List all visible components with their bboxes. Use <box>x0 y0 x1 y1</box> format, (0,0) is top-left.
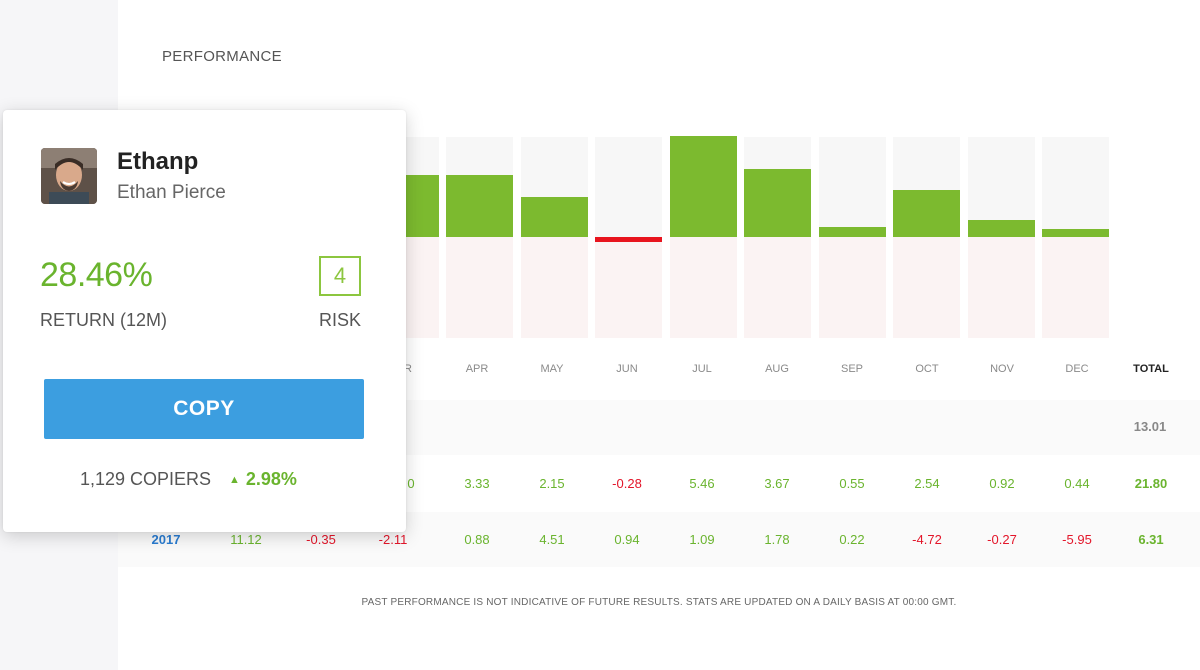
table-cell: 0 <box>407 476 415 491</box>
table-cell: 0.94 <box>614 532 640 547</box>
table-cell: -0.35 <box>306 532 336 547</box>
chart-bar[interactable] <box>520 197 588 237</box>
risk-score-badge: 4 <box>319 256 361 296</box>
chart-column-bg <box>967 237 1035 338</box>
chart-column-bg <box>595 137 662 237</box>
user-avatar-photo-icon <box>41 148 97 204</box>
table-cell-total: 6.31 <box>1138 532 1164 547</box>
table-cell: -2.11 <box>378 532 408 547</box>
full-name: Ethan Pierce <box>117 182 226 203</box>
avatar[interactable] <box>41 148 97 204</box>
table-cell-total: 21.80 <box>1134 476 1168 491</box>
table-cell: 1.09 <box>689 532 715 547</box>
table-cell: -0.28 <box>612 476 642 491</box>
month-header: APR <box>465 363 489 375</box>
table-cell: 0.55 <box>839 476 865 491</box>
table-cell: 3.67 <box>764 476 790 491</box>
table-cell: 2.15 <box>539 476 565 491</box>
section-title: PERFORMANCE <box>162 48 282 65</box>
disclaimer: PAST PERFORMANCE IS NOT INDICATIVE OF FU… <box>361 597 957 608</box>
table-cell: 0.92 <box>989 476 1015 491</box>
month-header: JUN <box>616 363 638 375</box>
triangle-up-icon: ▲ <box>229 474 240 486</box>
username[interactable]: Ethanp <box>117 148 199 175</box>
table-cell: 0.22 <box>839 532 865 547</box>
total-header: TOTAL <box>1133 363 1169 375</box>
chart-column-bg <box>818 137 886 237</box>
month-header: SEP <box>840 363 863 375</box>
table-cell: 5.46 <box>689 476 715 491</box>
copiers-change-value: 2.98% <box>245 469 297 489</box>
chart-column-bg <box>1042 237 1109 338</box>
chart-column-bg <box>818 237 886 338</box>
partial-row-total: 13.01 <box>1133 419 1167 434</box>
table-cell: 3.33 <box>464 476 490 491</box>
month-header: DEC <box>1065 363 1089 375</box>
month-header: JUL <box>692 363 712 375</box>
copiers-change: ▲ 2.98% <box>229 469 297 490</box>
table-cell: 4.51 <box>539 532 565 547</box>
chart-bar[interactable] <box>446 175 513 237</box>
chart-bar[interactable] <box>595 237 662 243</box>
return-label: RETURN (12M) <box>40 310 168 330</box>
copiers-count: 1,129 COPIERS <box>80 469 212 489</box>
chart-column-bg <box>520 237 588 338</box>
copy-button[interactable]: COPY <box>44 379 364 439</box>
chart-column-bg <box>744 237 811 338</box>
table-cell: -0.27 <box>987 532 1017 547</box>
chart-bar[interactable] <box>744 169 811 237</box>
month-header: NOV <box>990 363 1014 375</box>
table-cell: -5.95 <box>1062 532 1092 547</box>
trader-card: Ethanp Ethan Pierce 28.46% RETURN (12M) … <box>3 110 406 532</box>
chart-column-bg <box>446 237 513 338</box>
month-header: OCT <box>915 363 939 375</box>
table-cell: 0.44 <box>1064 476 1090 491</box>
table-cell: 1.78 <box>764 532 790 547</box>
table-cell-year: 2017 <box>151 532 181 547</box>
chart-bar[interactable] <box>669 135 737 237</box>
table-cell: -4.72 <box>912 532 942 547</box>
chart-bar[interactable] <box>967 219 1035 237</box>
month-header: AUG <box>765 363 789 375</box>
table-cell: 11.12 <box>230 532 262 547</box>
table-cell: 0.88 <box>464 532 490 547</box>
table-cell: 2.54 <box>914 476 940 491</box>
chart-bar[interactable] <box>893 190 960 237</box>
chart-bar[interactable] <box>818 226 886 237</box>
chart-column-bg <box>893 237 960 338</box>
chart-column-bg <box>595 237 662 338</box>
chart-column-bg <box>1042 137 1109 237</box>
chart-bar[interactable] <box>1042 228 1109 237</box>
return-value: 28.46% <box>40 256 153 294</box>
month-header: MAY <box>540 363 564 375</box>
risk-label: RISK <box>319 310 362 330</box>
chart-column-bg <box>669 237 737 338</box>
month-header: R <box>404 363 412 375</box>
